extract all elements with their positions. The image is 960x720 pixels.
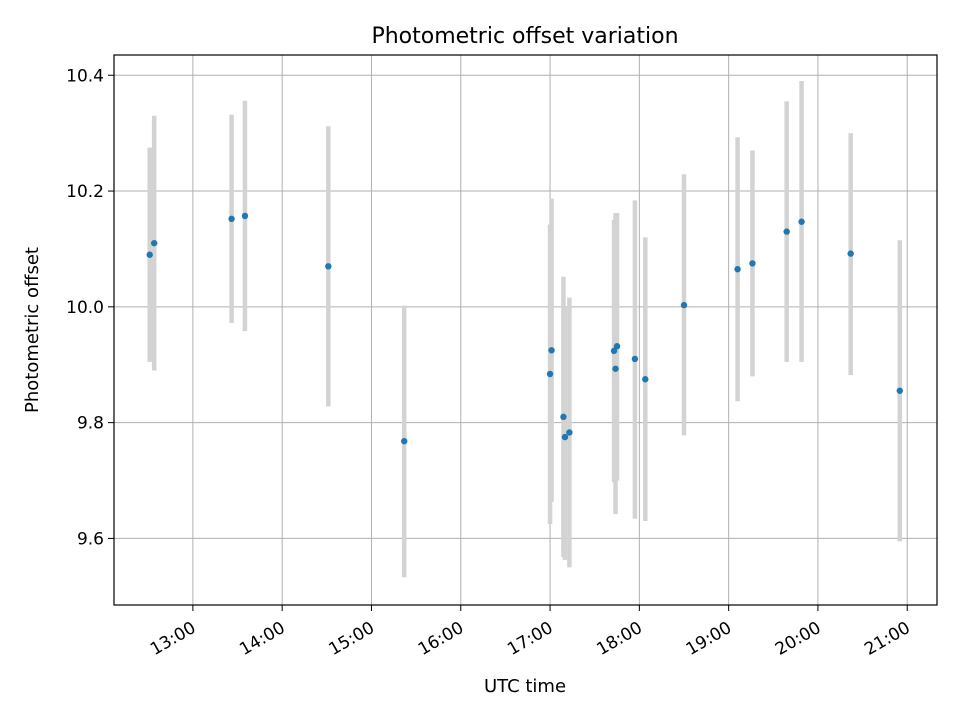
data-point — [631, 355, 639, 363]
chart-title: Photometric offset variation — [371, 24, 678, 49]
data-point — [566, 429, 573, 436]
x-axis-label: UTC time — [484, 676, 566, 697]
data-point — [548, 347, 555, 354]
data-point — [146, 251, 153, 258]
y-tick-label: 9.6 — [77, 529, 104, 549]
data-point — [150, 239, 158, 247]
data-point — [560, 413, 567, 421]
data-point — [325, 263, 332, 270]
data-point — [613, 343, 621, 350]
data-point — [642, 376, 649, 383]
y-tick-label: 10.4 — [66, 66, 104, 86]
data-point — [401, 437, 408, 445]
data-point — [847, 250, 854, 257]
y-tick-label: 10.0 — [66, 298, 104, 318]
data-point — [734, 266, 741, 273]
y-tick-label: 10.2 — [66, 182, 104, 202]
data-point — [896, 387, 903, 394]
data-point — [241, 212, 249, 220]
data-point — [612, 365, 619, 372]
y-axis-ticks: 9.6 9.8 10.0 10.2 10.4 — [66, 66, 114, 549]
y-axis-label: Photometric offset — [22, 247, 43, 413]
data-points — [146, 212, 903, 445]
data-point — [228, 215, 235, 223]
data-point — [680, 301, 688, 309]
data-point — [561, 433, 569, 441]
plot-frame — [113, 54, 938, 606]
data-point — [546, 370, 554, 378]
data-point — [749, 260, 756, 267]
data-point — [798, 218, 805, 225]
data-point — [783, 228, 790, 235]
data-point — [610, 347, 618, 355]
y-tick-label: 9.8 — [77, 414, 104, 434]
